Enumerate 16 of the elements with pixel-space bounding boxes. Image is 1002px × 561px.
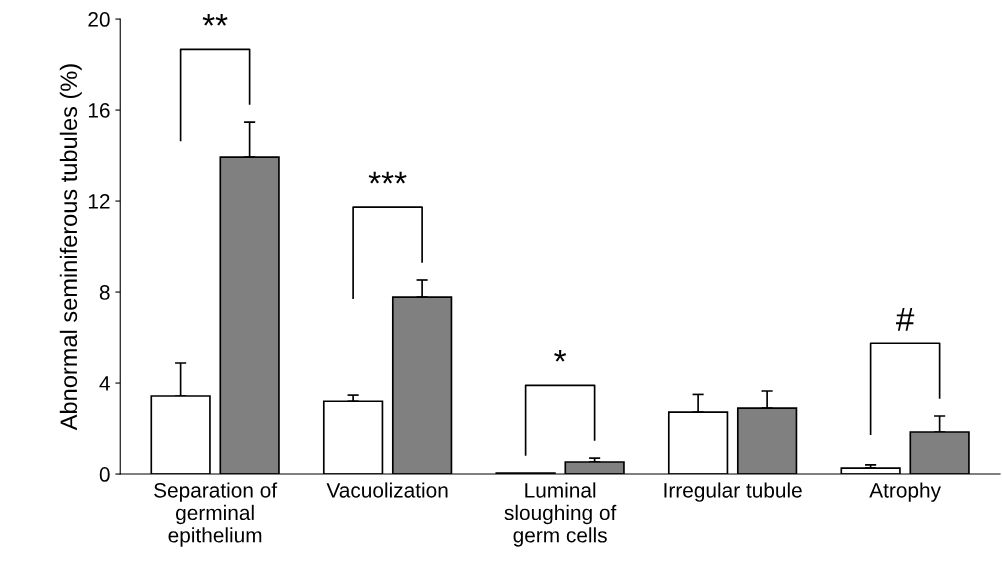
annotation: ***	[368, 171, 407, 184]
annotation: #	[896, 307, 915, 331]
y-tick-label: 4	[99, 376, 110, 391]
x-tick-label: Separation of germinal epithelium	[154, 482, 278, 547]
y-tick-label: 0	[99, 467, 110, 482]
annotation: *	[554, 349, 567, 362]
y-tick-label: 8	[99, 285, 110, 300]
y-tick-label: 16	[88, 103, 110, 118]
y-tick-label: 12	[88, 194, 110, 209]
x-tick-label: Luminal sloughing of germ cells	[504, 482, 617, 547]
x-tick-label: Vacuolization	[326, 482, 448, 498]
annotation: **	[202, 13, 228, 26]
x-tick-label: Atrophy	[869, 482, 941, 502]
x-tick-label: Irregular tubule	[664, 482, 802, 502]
y-tick-label: 20	[88, 12, 110, 27]
y-axis-title: Abnormal seminiferous tubules (%)	[59, 64, 82, 431]
